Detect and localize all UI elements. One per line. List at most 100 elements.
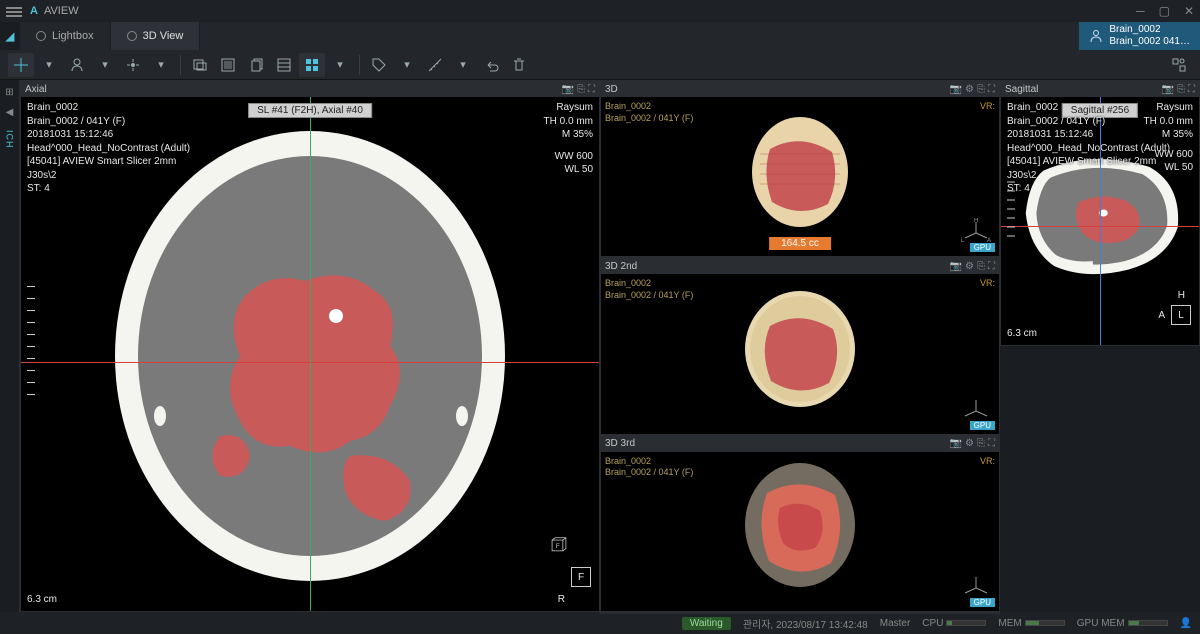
tool-profile-dropdown[interactable]: ▾ xyxy=(92,53,118,77)
tool-copy[interactable] xyxy=(243,53,269,77)
patient-chip[interactable]: Brain_0002Brain_0002 041… xyxy=(1079,22,1200,50)
tool-profile[interactable] xyxy=(64,53,90,77)
tool-tag-dropdown[interactable]: ▾ xyxy=(394,53,420,77)
menu-icon[interactable] xyxy=(6,5,22,17)
tool-layout-grid[interactable] xyxy=(299,53,325,77)
left-rail: ⊞ ◀ ICH xyxy=(0,80,20,612)
patient-id: Brain_0002 xyxy=(1109,24,1190,36)
view-grid: Axial 📷⎘⛶ SL #41 (F2H), Axial #40 Brain_… xyxy=(20,80,1200,612)
tool-settings[interactable] xyxy=(1166,53,1192,77)
cpu-meter: CPU xyxy=(922,618,986,629)
threed-info: Brain_0002Brain_0002 / 041Y (F) xyxy=(605,278,693,301)
overlay-top-right: Raysum TH 0.0 mm M 35% WW 600 WL 50 xyxy=(544,101,593,177)
expand-icon[interactable]: ⛶ xyxy=(1188,84,1195,95)
orient-h: H xyxy=(1178,290,1185,301)
panel-title: Sagittal xyxy=(1005,84,1038,95)
copy-icon[interactable]: ⎘ xyxy=(977,438,985,449)
camera-icon[interactable]: 📷 xyxy=(950,261,962,272)
tab-lightbox-label: Lightbox xyxy=(52,30,94,42)
expand-icon[interactable]: ⛶ xyxy=(988,438,995,449)
panel-3d-1[interactable]: 3D📷⚙⎘⛶ Brain_0002Brain_0002 / 041Y (F) V… xyxy=(600,80,1000,257)
tool-icon[interactable]: ⚙ xyxy=(965,261,974,272)
panel-axial[interactable]: Axial 📷⎘⛶ SL #41 (F2H), Axial #40 Brain_… xyxy=(20,80,600,612)
panel-coronal[interactable]: Coronal 📷⎘⛶ Coronal #257 Brain_0002Brain… xyxy=(600,612,1000,614)
panel-header-3d1: 3D 📷⚙⎘⛶ xyxy=(601,81,999,97)
tool-icon[interactable]: ⚙ xyxy=(965,438,974,449)
tool-undo[interactable] xyxy=(478,53,504,77)
panel-header-coronal: Coronal 📷⎘⛶ xyxy=(601,613,999,614)
tab-3dview[interactable]: 3D View xyxy=(111,22,201,50)
axis-gizmo-icon[interactable] xyxy=(961,573,991,603)
panel-title: 3D 3rd xyxy=(605,438,635,449)
tool-measure-dropdown[interactable]: ▾ xyxy=(450,53,476,77)
orient-cube-icon: F xyxy=(549,537,569,557)
overlay-top-left: Brain_0002 Brain_0002 / 041Y (F) 2018103… xyxy=(27,101,190,196)
patient-icon xyxy=(1089,29,1103,43)
tool-layout-rows[interactable] xyxy=(271,53,297,77)
rail-collapse-icon[interactable]: ◀ xyxy=(2,104,18,120)
camera-icon[interactable]: 📷 xyxy=(950,438,962,449)
app-logo: A xyxy=(30,5,38,17)
tool-layer1[interactable] xyxy=(187,53,213,77)
camera-icon[interactable]: 📷 xyxy=(950,84,962,95)
axis-gizmo-icon[interactable]: HAL xyxy=(961,218,991,248)
expand-icon[interactable]: ⛶ xyxy=(988,84,995,95)
svg-text:F: F xyxy=(556,543,560,550)
tool-crosshair-dropdown[interactable]: ▾ xyxy=(36,53,62,77)
tool-point-dropdown[interactable]: ▾ xyxy=(148,53,174,77)
tab-lightbox[interactable]: Lightbox xyxy=(20,22,111,50)
patient-detail: Brain_0002 041… xyxy=(1109,36,1190,48)
copy-icon[interactable]: ⎘ xyxy=(1177,84,1185,95)
orient-a: A xyxy=(1158,310,1165,321)
expand-icon[interactable]: ⛶ xyxy=(588,84,595,95)
panel-header-sagittal: Sagittal 📷⎘⛶ xyxy=(1001,81,1199,97)
tool-layout-dropdown[interactable]: ▾ xyxy=(327,53,353,77)
copy-icon[interactable]: ⎘ xyxy=(977,84,985,95)
ruler xyxy=(27,286,35,406)
window-buttons: ─ ▢ ✕ xyxy=(1136,4,1194,18)
volume-badge: 164.5 cc xyxy=(769,237,831,250)
orient-l: L xyxy=(1171,305,1191,325)
axis-gizmo-icon[interactable] xyxy=(961,396,991,426)
tool-layer2[interactable] xyxy=(215,53,241,77)
overlay-top-right: RaysumTH 0.0 mmM 35%WW 600WL 50 xyxy=(1144,101,1193,175)
panel-title: 3D 2nd xyxy=(605,261,637,272)
tool-measure[interactable] xyxy=(422,53,448,77)
gpumem-meter: GPU MEM xyxy=(1077,618,1168,629)
status-user-time: 관리자, 2023/08/17 13:42:48 xyxy=(743,616,868,631)
maximize-button[interactable]: ▢ xyxy=(1159,4,1170,18)
copy-icon[interactable]: ⎘ xyxy=(977,261,985,272)
logo-tab[interactable]: ◢ xyxy=(0,22,20,50)
camera-icon[interactable]: 📷 xyxy=(562,84,574,95)
rail-expand-icon[interactable]: ⊞ xyxy=(2,84,18,100)
user-icon[interactable]: 👤 xyxy=(1180,618,1192,629)
panel-sagittal[interactable]: Sagittal 📷⎘⛶ Sagittal #256 Brain_0002Bra… xyxy=(1000,80,1200,346)
tool-crosshair[interactable] xyxy=(8,53,34,77)
orient-r: R xyxy=(558,594,565,605)
close-button[interactable]: ✕ xyxy=(1184,4,1194,18)
expand-icon[interactable]: ⛶ xyxy=(988,261,995,272)
rail-label: ICH xyxy=(5,130,15,149)
tabbar: ◢ Lightbox 3D View Brain_0002Brain_0002 … xyxy=(0,22,1200,50)
panel-title: 3D xyxy=(605,84,618,95)
slice-label: SL #41 (F2H), Axial #40 xyxy=(248,103,372,118)
tool-delete[interactable] xyxy=(506,53,532,77)
crosshair-vertical[interactable] xyxy=(310,81,311,611)
camera-icon[interactable]: 📷 xyxy=(1162,84,1174,95)
status-waiting: Waiting xyxy=(682,617,731,630)
main-area: ⊞ ◀ ICH Axial 📷⎘⛶ SL #41 (F2H), Axial #4… xyxy=(0,80,1200,612)
panel-3d-2[interactable]: 3D 2nd 📷⚙⎘⛶ Brain_0002Brain_0002 / 041Y (… xyxy=(600,257,1000,434)
circle-icon xyxy=(127,31,137,41)
scale-label: 6.3 cm xyxy=(1007,328,1037,339)
tool-icon[interactable]: ⚙ xyxy=(965,84,974,95)
crosshair-horizontal[interactable] xyxy=(601,613,999,614)
tool-tag[interactable] xyxy=(366,53,392,77)
minimize-button[interactable]: ─ xyxy=(1136,4,1145,18)
copy-icon[interactable]: ⎘ xyxy=(577,84,585,95)
vr-label: VR: xyxy=(980,101,995,111)
svg-text:L: L xyxy=(961,238,965,244)
panel-3d-3[interactable]: 3D 3rd📷⚙⎘⛶ Brain_0002Brain_0002 / 041Y (… xyxy=(600,435,1000,612)
threed-column: 3D📷⚙⎘⛶ Brain_0002Brain_0002 / 041Y (F) V… xyxy=(600,80,1000,612)
tool-point[interactable] xyxy=(120,53,146,77)
panel-title: Axial xyxy=(25,84,47,95)
